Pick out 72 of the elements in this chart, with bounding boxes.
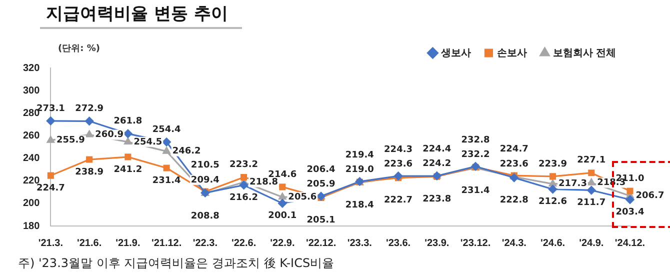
x-tick-label: '22.6. (231, 238, 256, 249)
y-tick-label: 180 (22, 220, 40, 232)
data-label: 254.4 (152, 124, 181, 135)
legend-label: 손보사 (497, 48, 528, 59)
data-label: 205.6 (288, 192, 317, 202)
data-label: 212.6 (538, 197, 567, 208)
x-tick-label: '24.12. (614, 238, 646, 249)
data-label: 223.6 (384, 160, 413, 170)
x-tick-label: '24.3. (502, 238, 527, 249)
data-label: 272.9 (75, 104, 104, 114)
data-label: 223.6 (500, 160, 528, 170)
data-label: 261.8 (114, 116, 142, 127)
y-axis-title: (단위: %) (58, 43, 100, 55)
data-label: 223.8 (422, 194, 452, 204)
data-label: 246.2 (172, 146, 201, 157)
data-label: 224.7 (36, 183, 65, 194)
y-tick-label: 200 (22, 198, 40, 210)
x-tick-label: '23.12. (460, 238, 491, 249)
data-label: 232.8 (461, 135, 490, 146)
data-label: 218.4 (345, 200, 374, 211)
data-label: 203.4 (616, 207, 644, 218)
data-label: 255.9 (56, 136, 85, 146)
text: 주) '23.3월말 이후 지급여력비율은 경과조치 後 K-ICS비율 (18, 255, 334, 272)
legend-label: 보험회사 전체 (553, 48, 616, 59)
data-label: 218.8 (250, 178, 278, 188)
data-label: 223.2 (230, 160, 258, 170)
data-label: 224.4 (422, 144, 452, 155)
x-tick-label: '21.12. (151, 238, 182, 249)
data-label: 231.4 (461, 186, 490, 196)
data-label: 222.7 (384, 196, 413, 206)
y-tick-label: 300 (22, 85, 40, 96)
data-label: 206.7 (636, 191, 664, 202)
chart-title: 지급여력비율 변동 추이 (40, 2, 242, 29)
data-label: 216.2 (230, 192, 258, 203)
y-tick-label: 320 (22, 62, 40, 74)
data-label: 231.4 (152, 176, 181, 186)
data-label: 205.9 (306, 180, 336, 190)
legend-label: 생보사 (440, 48, 472, 59)
x-tick-label: '24.9. (579, 238, 604, 249)
data-label: 200.1 (268, 211, 297, 222)
x-tick-label: '23.9. (424, 238, 450, 249)
data-label: 206.4 (306, 165, 336, 176)
x-tick-label: '22.3. (192, 238, 218, 249)
x-tick-label: '21.3. (38, 238, 64, 249)
data-label: 232.2 (461, 150, 490, 160)
data-label: 223.9 (538, 159, 567, 170)
data-label: 238.9 (75, 167, 104, 178)
data-label: 217.3 (558, 179, 587, 190)
x-tick-label: '22.12. (306, 238, 336, 249)
data-label: 219.4 (345, 150, 374, 160)
x-tick-label: '22.9. (270, 238, 295, 249)
x-tick-label: '21.6. (76, 238, 102, 249)
x-tick-label: '23.6. (386, 238, 411, 249)
data-label: 224.3 (384, 144, 413, 155)
data-label: 209.4 (190, 176, 220, 186)
data-label: 208.8 (190, 211, 220, 222)
data-label: 210.5 (190, 160, 220, 170)
x-tick-label: '24.6. (540, 238, 566, 249)
y-tick-label: 240 (22, 153, 40, 164)
data-label: 224.7 (500, 144, 528, 154)
x-tick-label: '21.9. (116, 238, 140, 249)
data-label: 205.1 (306, 216, 336, 226)
data-label: 224.2 (422, 158, 452, 169)
data-label: 254.5 (134, 137, 162, 148)
data-label: 211.7 (577, 198, 606, 208)
data-label: 241.2 (114, 164, 142, 175)
data-label: 219.0 (345, 164, 374, 175)
data-label: 222.8 (500, 196, 528, 206)
data-label: 227.1 (577, 156, 606, 166)
y-tick-label: 260 (22, 130, 40, 142)
x-tick-label: '23.3. (347, 238, 372, 249)
data-label: 260.9 (95, 130, 124, 140)
